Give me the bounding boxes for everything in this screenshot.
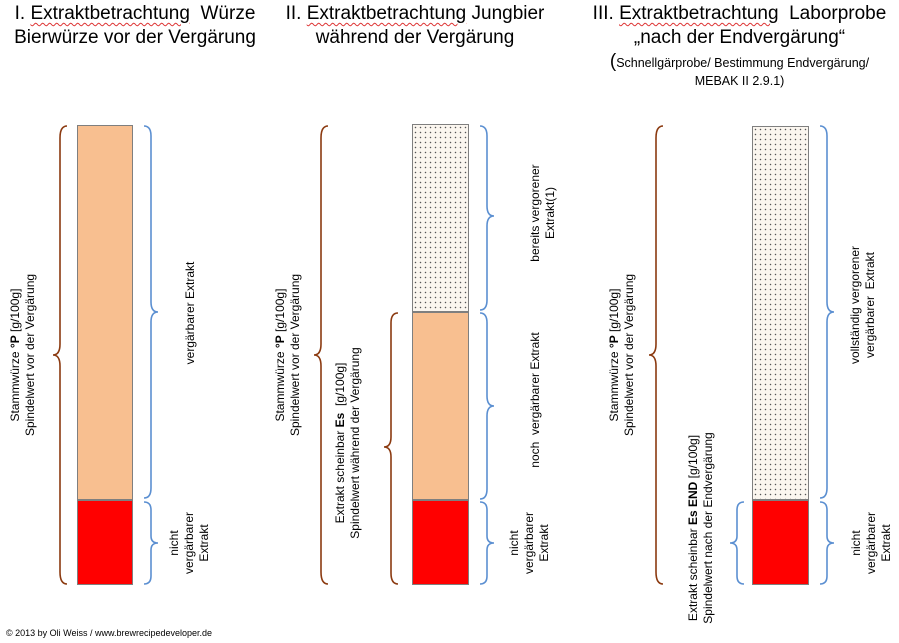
- section-3-unfermentable-bar: [752, 500, 809, 585]
- section-3-lower-brace: [819, 501, 835, 585]
- section-2-left-brace: [313, 125, 329, 585]
- section-2-center-brace: [479, 312, 495, 500]
- section-2-lower-brace: [479, 501, 495, 585]
- section-2-apparent-extract-label: Extrakt scheinbar Es [g/100g] Spindelwer…: [333, 347, 362, 539]
- section-1-upper-brace: [143, 125, 159, 499]
- section-2-middle-brace: [383, 312, 399, 585]
- section-3-subtitle: „nach der Endvergärung“: [633, 27, 846, 48]
- section-2-unfermentable-bar: [412, 500, 469, 585]
- section-3-left-brace: [648, 125, 664, 585]
- section-1-fermentable-bar: [77, 125, 133, 500]
- section-2-subtitle: während der Vergärung: [315, 27, 515, 48]
- section-3-note: (Schnellgärprobe/ Bestimmung Endvergärun…: [609, 51, 870, 89]
- section-3-apparent-extract-label: Extrakt scheinbar Es END [g/100g] Spinde…: [686, 432, 715, 624]
- section-3-title: III. Extraktbetrachtung Laborprobe: [592, 3, 887, 24]
- section-1-unfermentable-label: nicht vergärbarer Extrakt: [167, 511, 211, 575]
- section-2-upper-brace: [479, 125, 495, 311]
- section-2-title: II. Extraktbetrachtung Jungbier: [285, 3, 545, 24]
- section-1-original-gravity-label: Stammwürze °P [g/100g] Spindelwert vor d…: [8, 273, 37, 437]
- section-2-fermented-bar: [412, 124, 469, 312]
- section-2-unfermentable-label: nicht vergärbarer Extrakt: [507, 511, 551, 575]
- section-3-original-gravity-label: Stammwürze °P [g/100g] Spindelwert vor d…: [607, 273, 636, 437]
- copyright-text: © 2013 by Oli Weiss / www.brewrecipedeve…: [6, 628, 213, 638]
- section-2-fermented-label: bereits vergorener Extrakt(1): [528, 164, 557, 262]
- section-2-fermentable-bar: [412, 312, 469, 500]
- section-2-fermentable-label: noch vergärbarer Extrakt: [528, 332, 542, 468]
- section-1-left-brace: [52, 125, 68, 585]
- section-1-unfermentable-bar: [77, 500, 133, 585]
- section-3-fermented-label: vollständig vergorener vergärbarer Extra…: [848, 245, 877, 365]
- section-2-original-gravity-label: Stammwürze °P [g/100g] Spindelwert vor d…: [273, 273, 302, 437]
- section-1-subtitle: Bierwürze vor der Vergärung: [14, 27, 256, 48]
- section-3-unfermentable-label: nicht vergärbarer Extrakt: [849, 511, 893, 575]
- section-1-title: I. Extraktbetrachtung Würze: [14, 3, 256, 24]
- section-3-heading: III. Extraktbetrachtung Laborprobe „nach…: [580, 2, 899, 50]
- section-3-fermented-bar: [752, 126, 809, 500]
- section-3-upper-brace: [819, 125, 835, 499]
- section-3-middle-brace: [729, 501, 745, 585]
- section-1-heading: I. Extraktbetrachtung Würze Bierwürze vo…: [0, 2, 270, 50]
- section-2-heading: II. Extraktbetrachtung Jungbier während …: [265, 2, 565, 50]
- section-1-lower-brace: [143, 501, 159, 585]
- section-1-fermentable-label: vergärbarer Extrakt: [183, 261, 197, 365]
